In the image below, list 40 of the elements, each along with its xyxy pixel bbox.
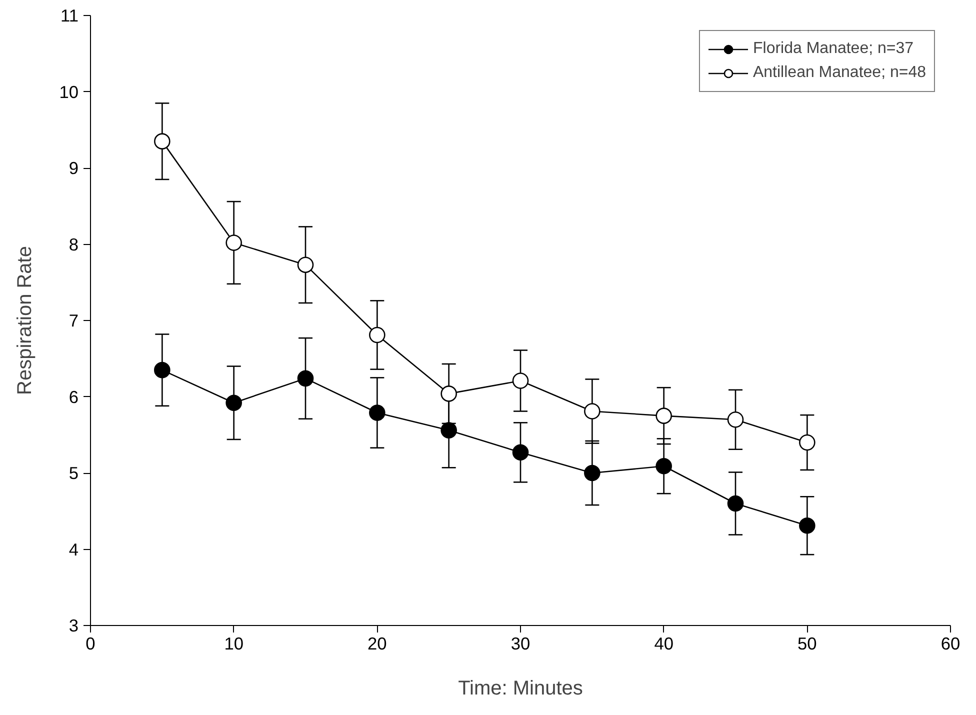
x-tick-label: 60: [940, 634, 960, 654]
point: [512, 372, 529, 389]
x-tick-label: 0: [86, 634, 96, 654]
x-tick-label: 10: [224, 634, 244, 654]
x-axis-title: Time: Minutes: [458, 678, 583, 700]
y-tick-label: 7: [68, 310, 79, 330]
y-tick-label: 11: [60, 6, 79, 26]
point: [656, 458, 672, 474]
x-tick-label: 40: [654, 634, 674, 654]
point: [369, 404, 386, 421]
point: [154, 133, 170, 150]
point: [512, 444, 529, 461]
y-axis-title: Respiration Rate: [14, 246, 36, 395]
legend-label: Florida Manatee; n=37: [752, 40, 914, 58]
point: [440, 422, 457, 438]
point: [584, 403, 600, 420]
point: [297, 256, 314, 273]
point: [226, 234, 242, 251]
y-tick-label: 6: [68, 386, 79, 407]
x-tick-label: 50: [798, 634, 817, 654]
point: [226, 394, 242, 411]
legend-label: Antillean Manatee; n=48: [752, 64, 926, 82]
y-tick-label: 8: [68, 234, 79, 254]
y-tick-label: 9: [68, 158, 79, 178]
x-tick-label: 30: [510, 634, 530, 654]
y-tick-label: 10: [59, 82, 79, 102]
point: [799, 434, 816, 451]
point: [727, 495, 744, 512]
point: [369, 326, 386, 344]
point: [297, 370, 314, 387]
point: [440, 386, 457, 402]
point: [727, 411, 744, 428]
point: [154, 362, 170, 378]
x-tick-label: 20: [368, 634, 387, 654]
point: [799, 517, 816, 534]
y-tick-label: 5: [68, 463, 79, 483]
y-tick-label: 3: [68, 616, 79, 636]
y-tick-label: 4: [68, 539, 79, 560]
point: [584, 464, 600, 482]
point: [656, 408, 672, 424]
